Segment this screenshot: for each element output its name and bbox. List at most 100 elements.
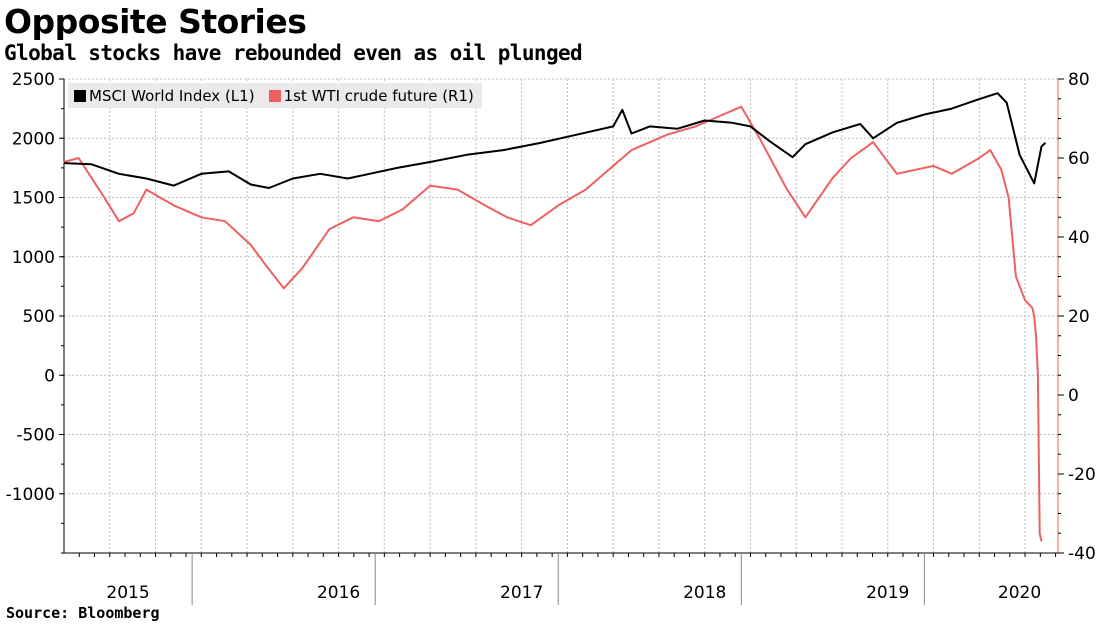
legend: MSCI World Index (L1) 1st WTI crude futu… bbox=[68, 83, 482, 108]
left-tick-label-4: 500 bbox=[23, 307, 55, 327]
legend-swatch-wti bbox=[268, 89, 281, 102]
right-tick-label-5: -20 bbox=[1068, 465, 1096, 485]
left-tick-label-7: -1000 bbox=[6, 485, 55, 505]
msci-point-7 bbox=[250, 183, 252, 186]
wti-point-53 bbox=[1040, 540, 1043, 542]
msci-point-26 bbox=[749, 125, 752, 127]
wti-point-29 bbox=[694, 125, 697, 127]
msci-point-10 bbox=[319, 173, 321, 175]
wti-point-22 bbox=[530, 224, 532, 226]
legend-swatch-msci bbox=[74, 89, 86, 102]
msci-point-37 bbox=[996, 92, 999, 94]
msci-point-35 bbox=[951, 108, 953, 110]
right-tick-label-6: -40 bbox=[1068, 544, 1096, 564]
wti-point-18 bbox=[429, 185, 431, 187]
wti-point-52 bbox=[1039, 532, 1041, 534]
msci-point-34 bbox=[923, 113, 925, 116]
msci-point-16 bbox=[502, 149, 504, 151]
wti-point-23 bbox=[557, 204, 559, 206]
wti-point-42 bbox=[978, 157, 980, 159]
wti-point-25 bbox=[612, 165, 614, 167]
wti-point-36 bbox=[850, 157, 852, 159]
wti-point-46 bbox=[1015, 275, 1017, 278]
wti-point-1 bbox=[78, 157, 80, 159]
wti-point-28 bbox=[667, 133, 669, 135]
wti-point-48 bbox=[1031, 307, 1033, 309]
x-tick-label-2015: 2015 bbox=[106, 583, 149, 603]
wti-point-11 bbox=[264, 264, 266, 266]
x-tick-label-2018: 2018 bbox=[683, 583, 726, 603]
wti-point-21 bbox=[506, 216, 508, 218]
wti-point-2 bbox=[90, 177, 93, 179]
wti-point-47 bbox=[1024, 299, 1026, 301]
msci-point-14 bbox=[429, 161, 431, 163]
msci-point-19 bbox=[612, 125, 614, 127]
msci-point-3 bbox=[145, 177, 147, 180]
wti-point-30 bbox=[713, 117, 715, 120]
wti-point-26 bbox=[630, 149, 633, 151]
msci-point-4 bbox=[173, 185, 175, 187]
x-tick-label-2020: 2020 bbox=[998, 583, 1041, 603]
wti-point-39 bbox=[914, 169, 916, 171]
wti-point-49 bbox=[1033, 315, 1035, 317]
msci-point-36 bbox=[978, 98, 980, 100]
msci-point-5 bbox=[200, 173, 202, 175]
wti-point-6 bbox=[145, 189, 147, 191]
wti-point-33 bbox=[786, 189, 788, 191]
msci-point-18 bbox=[575, 134, 578, 136]
msci-point-1 bbox=[90, 163, 93, 165]
x-tick-label-2016: 2016 bbox=[317, 583, 360, 603]
left-tick-label-0: 2500 bbox=[12, 70, 55, 90]
wti-point-8 bbox=[200, 216, 202, 218]
wti-point-35 bbox=[832, 177, 834, 179]
wti-point-34 bbox=[804, 216, 806, 218]
wti-point-5 bbox=[132, 212, 135, 214]
right-tick-label-4: 0 bbox=[1068, 386, 1079, 406]
msci-point-23 bbox=[676, 128, 678, 130]
chart-title: Opposite Stories bbox=[4, 2, 307, 41]
right-tick-label-3: 20 bbox=[1068, 307, 1090, 327]
msci-point-32 bbox=[872, 137, 874, 139]
wti-point-44 bbox=[1000, 169, 1002, 171]
msci-point-17 bbox=[539, 142, 541, 144]
wti-point-41 bbox=[951, 173, 953, 175]
msci-point-8 bbox=[268, 187, 270, 189]
wti-point-43 bbox=[989, 149, 991, 151]
msci-point-6 bbox=[228, 170, 230, 173]
wti-point-40 bbox=[932, 165, 935, 167]
legend-label-wti: 1st WTI crude future (R1) bbox=[283, 86, 474, 105]
wti-point-16 bbox=[378, 220, 380, 222]
msci-point-28 bbox=[791, 156, 794, 158]
source-note: Source: Bloomberg bbox=[6, 604, 160, 622]
wti-point-27 bbox=[649, 141, 651, 143]
msci-point-33 bbox=[896, 122, 898, 124]
chart-subtitle: Global stocks have rebounded even as oil… bbox=[4, 41, 583, 65]
msci-point-11 bbox=[347, 177, 349, 180]
right-tick-label-0: 80 bbox=[1068, 70, 1090, 90]
wti-point-14 bbox=[328, 228, 331, 230]
wti-point-7 bbox=[173, 204, 175, 206]
right-tick-label-2: 40 bbox=[1068, 228, 1090, 248]
wti-point-31 bbox=[740, 106, 742, 108]
wti-point-4 bbox=[118, 220, 120, 222]
msci-point-38 bbox=[1006, 102, 1008, 104]
msci-point-13 bbox=[396, 167, 398, 169]
left-tick-label-2: 1500 bbox=[12, 189, 55, 209]
wti-point-37 bbox=[872, 141, 874, 143]
wti-point-51 bbox=[1037, 374, 1039, 376]
legend-label-msci: MSCI World Index (L1) bbox=[89, 86, 255, 105]
wti-point-38 bbox=[896, 173, 898, 175]
wti-point-3 bbox=[103, 196, 105, 199]
left-tick-label-1: 2000 bbox=[12, 129, 55, 149]
wti-point-50 bbox=[1035, 335, 1037, 337]
wti-point-17 bbox=[402, 208, 404, 210]
wti-point-24 bbox=[585, 189, 587, 191]
x-tick-label-2017: 2017 bbox=[500, 583, 543, 603]
left-tick-label-3: 1000 bbox=[12, 248, 55, 268]
right-tick-label-1: 60 bbox=[1068, 149, 1090, 169]
wti-point-9 bbox=[224, 220, 226, 222]
series-line-wti bbox=[63, 105, 1043, 542]
left-tick-label-5: 0 bbox=[44, 366, 55, 386]
wti-point-20 bbox=[484, 204, 486, 206]
